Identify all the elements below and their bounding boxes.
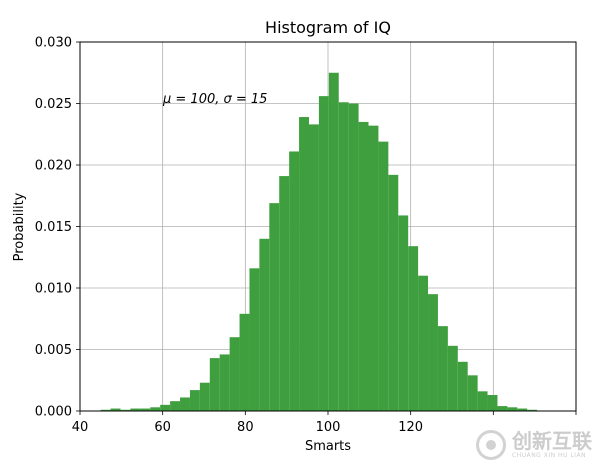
histogram-bar [259, 238, 270, 411]
histogram-bar [507, 407, 518, 411]
watermark-icon [476, 430, 506, 460]
histogram-bar [299, 117, 309, 411]
histogram-bar [180, 397, 190, 411]
histogram-bar [328, 72, 339, 411]
histogram-bar [418, 275, 429, 411]
histogram-bar [497, 406, 508, 411]
x-tick-label: 120 [398, 420, 423, 435]
y-tick-label: 0.005 [35, 343, 72, 358]
histogram-bar [428, 294, 438, 411]
histogram-bar [130, 408, 141, 411]
y-tick-label: 0.000 [35, 405, 72, 420]
x-tick-label: 100 [316, 420, 341, 435]
histogram-bar [457, 361, 468, 411]
histogram-bar [150, 407, 161, 411]
histogram-bar [378, 141, 389, 411]
watermark-subtext: CHUANG XIN HU LIAN [512, 452, 587, 459]
histogram-bar [100, 409, 111, 411]
histogram-bar [348, 103, 359, 411]
histogram-bar [209, 358, 220, 411]
histogram-bar [239, 313, 250, 411]
histogram-bar [358, 121, 369, 411]
histogram-bar [269, 203, 280, 411]
histogram-bar [110, 408, 121, 411]
distribution-annotation: μ = 100, σ = 15 [162, 92, 267, 107]
x-tick-label: 40 [72, 420, 89, 435]
histogram-bar [170, 401, 181, 411]
chart-title: Histogram of IQ [265, 18, 391, 37]
y-tick-label: 0.025 [35, 97, 72, 112]
x-tick-label: 60 [154, 420, 171, 435]
histogram-bar [338, 102, 349, 412]
y-tick-label: 0.020 [35, 159, 72, 174]
histogram-bar [140, 408, 151, 411]
y-tick-label: 0.015 [35, 220, 72, 235]
histogram-bar [477, 391, 488, 411]
histogram-bar [318, 96, 329, 412]
histogram-bar [160, 404, 171, 411]
y-axis-label: Probability [12, 192, 27, 261]
histogram-bar [398, 215, 409, 411]
histogram-bar [517, 408, 528, 411]
histogram-bar [487, 395, 498, 411]
histogram-bar [408, 246, 419, 411]
histogram-bar [249, 268, 260, 411]
histogram-bar [120, 409, 131, 411]
histogram-bars [100, 72, 538, 412]
histogram-bar [199, 382, 210, 411]
histogram-bar [388, 174, 399, 411]
histogram-bar [229, 337, 240, 411]
histogram-bar [527, 409, 538, 411]
histogram-bar [219, 354, 230, 411]
histogram-bar [189, 390, 200, 411]
histogram-bar [279, 176, 290, 411]
histogram-bar [368, 125, 379, 411]
watermark-logo: 创新互联 CHUANG XIN HU LIAN [476, 421, 608, 469]
histogram-bar [308, 124, 319, 411]
x-axis-label: Smarts [305, 439, 351, 454]
histogram-bar [289, 151, 300, 411]
histogram-bar [467, 375, 478, 411]
histogram-bar [437, 326, 448, 411]
y-tick-label: 0.010 [35, 282, 72, 297]
y-tick-label: 0.030 [35, 36, 72, 51]
histogram-bar [447, 345, 458, 411]
y-axis-ticks: 0.000 0.005 0.010 0.015 0.020 0.025 0.030 [35, 36, 80, 420]
watermark-text: 创新互联 [512, 429, 592, 453]
x-axis-ticks: 40 60 80 100 120 [72, 411, 577, 435]
x-tick-label: 80 [237, 420, 254, 435]
